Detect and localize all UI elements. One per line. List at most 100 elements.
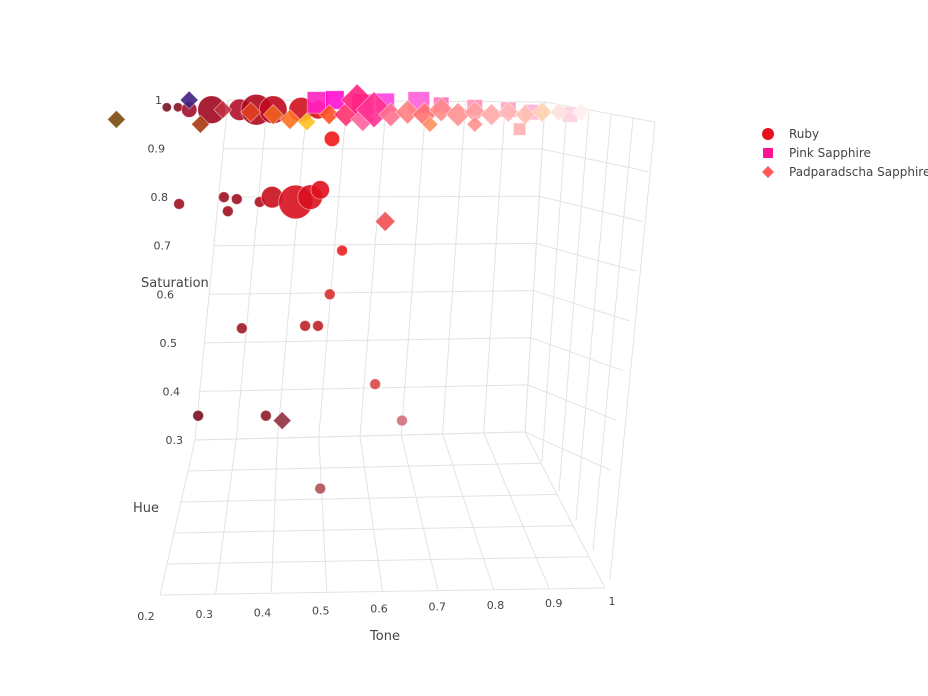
- marker-padparadscha-sapphire: [318, 104, 340, 126]
- marker-padparadscha-sapphire: [240, 101, 262, 123]
- z-axis-title: Saturation: [141, 276, 209, 291]
- data-markers: [106, 83, 591, 495]
- gridline-floor: [270, 437, 278, 594]
- marker-padparadscha-sapphire: [395, 99, 421, 125]
- gridline-floor: [400, 434, 439, 591]
- z-tick-label: 0.8: [151, 191, 169, 204]
- gridline-side: [524, 101, 546, 433]
- legend-label: Ruby: [789, 127, 819, 141]
- x-tick-label: 1: [609, 595, 616, 608]
- marker-ruby: [323, 130, 341, 147]
- legend-item-pink-sapphire[interactable]: Pink Sapphire: [763, 146, 871, 160]
- marker-padparadscha-sapphire: [213, 100, 233, 120]
- x-tick-label: 0.9: [545, 597, 563, 610]
- marker-pink-sapphire: [513, 122, 527, 136]
- marker-ruby: [173, 198, 185, 210]
- z-tick-label: 0.7: [154, 240, 172, 253]
- gridline-saturation: [213, 242, 636, 272]
- gridline-tone: [277, 100, 308, 439]
- gridline-tone: [359, 100, 387, 437]
- x-tick-label: 0.8: [487, 599, 505, 612]
- gridline-saturation: [204, 337, 624, 372]
- marker-padparadscha-sapphire: [466, 115, 484, 133]
- marker-padparadscha-sapphire: [421, 115, 439, 133]
- marker-padparadscha-sapphire: [480, 103, 504, 127]
- gridline-tone: [483, 101, 506, 434]
- marker-ruby: [336, 244, 348, 257]
- z-tick-label: 0.9: [148, 143, 166, 156]
- z-tick-label: 0.4: [163, 385, 181, 398]
- gridline-tone: [400, 101, 427, 436]
- gridline-side: [541, 105, 568, 462]
- marker-padparadscha-sapphire: [549, 102, 569, 122]
- marker-ruby: [310, 180, 330, 200]
- marker-ruby: [236, 322, 248, 335]
- gridline-floor: [318, 436, 328, 593]
- gridline-hue: [194, 431, 526, 441]
- gridline-saturation: [209, 290, 630, 322]
- marker-ruby: [192, 409, 204, 422]
- x-tick-label: 0.7: [429, 601, 447, 614]
- z-tick-label: 0.5: [160, 337, 178, 350]
- x-axis-title: Tone: [369, 629, 400, 644]
- legend-item-ruby[interactable]: Ruby: [762, 127, 819, 141]
- marker-ruby: [299, 320, 311, 332]
- marker-padparadscha-sapphire: [179, 90, 199, 110]
- z-tick-label: 0.3: [166, 434, 184, 447]
- gridline-saturation: [194, 431, 611, 471]
- gridline-hue: [187, 462, 542, 472]
- marker-ruby: [396, 414, 408, 427]
- legend: Ruby Pink Sapphire Padparadscha Sapphire: [762, 127, 928, 179]
- gridline-floor: [159, 439, 196, 596]
- legend-marker-square: [763, 148, 773, 158]
- gridline-tone: [442, 101, 467, 435]
- marker-padparadscha-sapphire: [262, 104, 284, 126]
- marker-ruby: [323, 288, 336, 301]
- marker-padparadscha-sapphire: [190, 114, 210, 134]
- marker-ruby: [231, 193, 243, 205]
- x-tick-label: 0.5: [312, 604, 330, 617]
- marker-ruby: [312, 320, 324, 332]
- y-axis-title: Hue: [133, 501, 159, 516]
- gridline-hue: [180, 493, 558, 503]
- gridline-floor: [483, 432, 550, 590]
- x-tick-label: 0.2: [137, 610, 155, 623]
- marker-padparadscha-sapphire: [497, 101, 519, 123]
- marker-padparadscha-sapphire: [514, 104, 536, 126]
- x-tick-label: 0.4: [254, 606, 272, 619]
- marker-padparadscha-sapphire: [374, 210, 396, 232]
- z-tick-label: 1: [155, 94, 162, 107]
- gridline-side: [558, 109, 590, 492]
- gridline-tone: [194, 99, 229, 441]
- grid-lines: [159, 99, 656, 596]
- gridline-tone: [235, 100, 269, 440]
- marker-ruby: [260, 409, 272, 422]
- marker-padparadscha-sapphire: [106, 109, 126, 129]
- marker-ruby: [314, 482, 327, 495]
- legend-item-padparadscha-sapphire[interactable]: Padparadscha Sapphire: [762, 165, 928, 179]
- gridline-hue: [166, 556, 590, 565]
- legend-label: Pink Sapphire: [789, 146, 871, 160]
- gridline-floor: [215, 438, 237, 595]
- gridline-tone: [318, 100, 348, 438]
- marker-ruby: [161, 102, 172, 113]
- legend-marker-diamond: [762, 166, 774, 178]
- marker-ruby: [222, 205, 234, 218]
- marker-padparadscha-sapphire: [272, 411, 292, 431]
- gridline-hue: [173, 525, 574, 534]
- tick-labels: 0.2 0.3 0.4 0.5 0.6 0.7 0.8 0.9 1 0.3 0.4 0.5 0.6 0.7…: [137, 94, 615, 623]
- legend-marker-circle: [762, 128, 774, 140]
- marker-ruby: [218, 191, 230, 203]
- z-tick-label: 0.6: [157, 288, 175, 301]
- x-tick-label: 0.6: [370, 603, 388, 616]
- gridline-floor: [442, 433, 495, 590]
- gridline-side: [609, 121, 656, 581]
- x-tick-label: 0.3: [196, 608, 214, 621]
- gridline-side: [575, 113, 612, 521]
- gridline-side: [592, 117, 634, 551]
- marker-padparadscha-sapphire: [297, 112, 317, 132]
- legend-label: Padparadscha Sapphire: [789, 165, 928, 179]
- marker-padparadscha-sapphire: [279, 108, 301, 130]
